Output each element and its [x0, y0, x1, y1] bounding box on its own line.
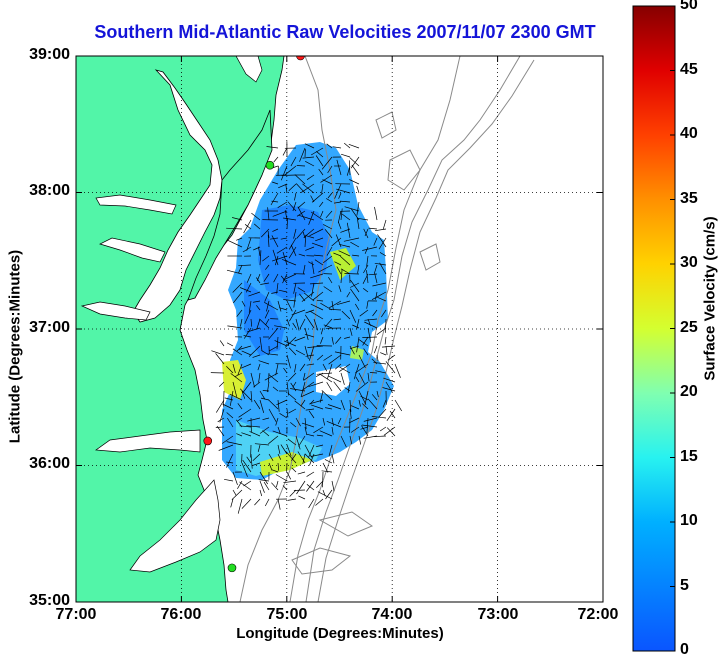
delmarva-peninsula — [187, 109, 273, 301]
x-tick-label: 73:00 — [477, 606, 519, 623]
colorbar-tick-label: 50 — [680, 0, 698, 13]
river-james — [80, 301, 151, 321]
x-tick-label: 77:00 — [55, 606, 97, 623]
colorbar-tick-label: 0 — [680, 641, 689, 658]
map-title: Southern Mid-Atlantic Raw Velocities 200… — [94, 22, 596, 42]
river-rappahannock — [99, 237, 166, 263]
colorbar-tick-label: 30 — [680, 254, 698, 271]
colorbar-tick-label: 10 — [680, 512, 698, 529]
colorbar — [632, 5, 676, 652]
colorbar-ticks — [670, 70, 675, 587]
x-tick-label: 76:00 — [160, 606, 202, 623]
radar-station-marker — [227, 563, 237, 573]
map-grid — [76, 56, 603, 602]
colorbar-tick-label: 15 — [680, 448, 698, 465]
velocity-arrows — [210, 141, 402, 514]
y-tick-label: 37:00 — [29, 319, 70, 336]
colorbar-tick-label: 45 — [680, 61, 698, 78]
colorbar-tick-label: 35 — [680, 190, 698, 207]
x-tick-label: 75:00 — [266, 606, 308, 623]
radar-stations — [203, 56, 305, 573]
y-axis-label: Latitude (Degrees:Minutes) — [6, 249, 24, 444]
x-tick-label: 74:00 — [371, 606, 413, 623]
velocity-field — [222, 142, 394, 480]
colorbar-tick-label: 20 — [680, 383, 698, 400]
radar-station-marker — [203, 436, 213, 446]
albemarle-sound — [95, 429, 201, 453]
y-tick-label: 35:00 — [29, 592, 70, 609]
colorbar-label: Surface Velocity (cm/s) — [701, 216, 719, 381]
radar-station-marker — [296, 56, 305, 61]
radar-station-marker — [265, 160, 275, 170]
x-tick-label: 72:00 — [577, 606, 619, 623]
delaware-bay — [235, 56, 263, 83]
chesapeake-bay — [132, 69, 223, 323]
colorbar-tick-label: 25 — [680, 319, 698, 336]
colorbar-tick-label: 5 — [680, 577, 689, 594]
y-tick-label: 38:00 — [29, 182, 70, 199]
x-axis-label: Longitude (Degrees:Minutes) — [236, 625, 444, 642]
y-tick-label: 39:00 — [29, 46, 70, 63]
river-potomac — [95, 194, 177, 215]
pamlico-sound — [129, 479, 221, 573]
tick-marks — [76, 56, 603, 602]
y-tick-label: 36:00 — [29, 455, 70, 472]
colorbar-tick-label: 40 — [680, 125, 698, 142]
